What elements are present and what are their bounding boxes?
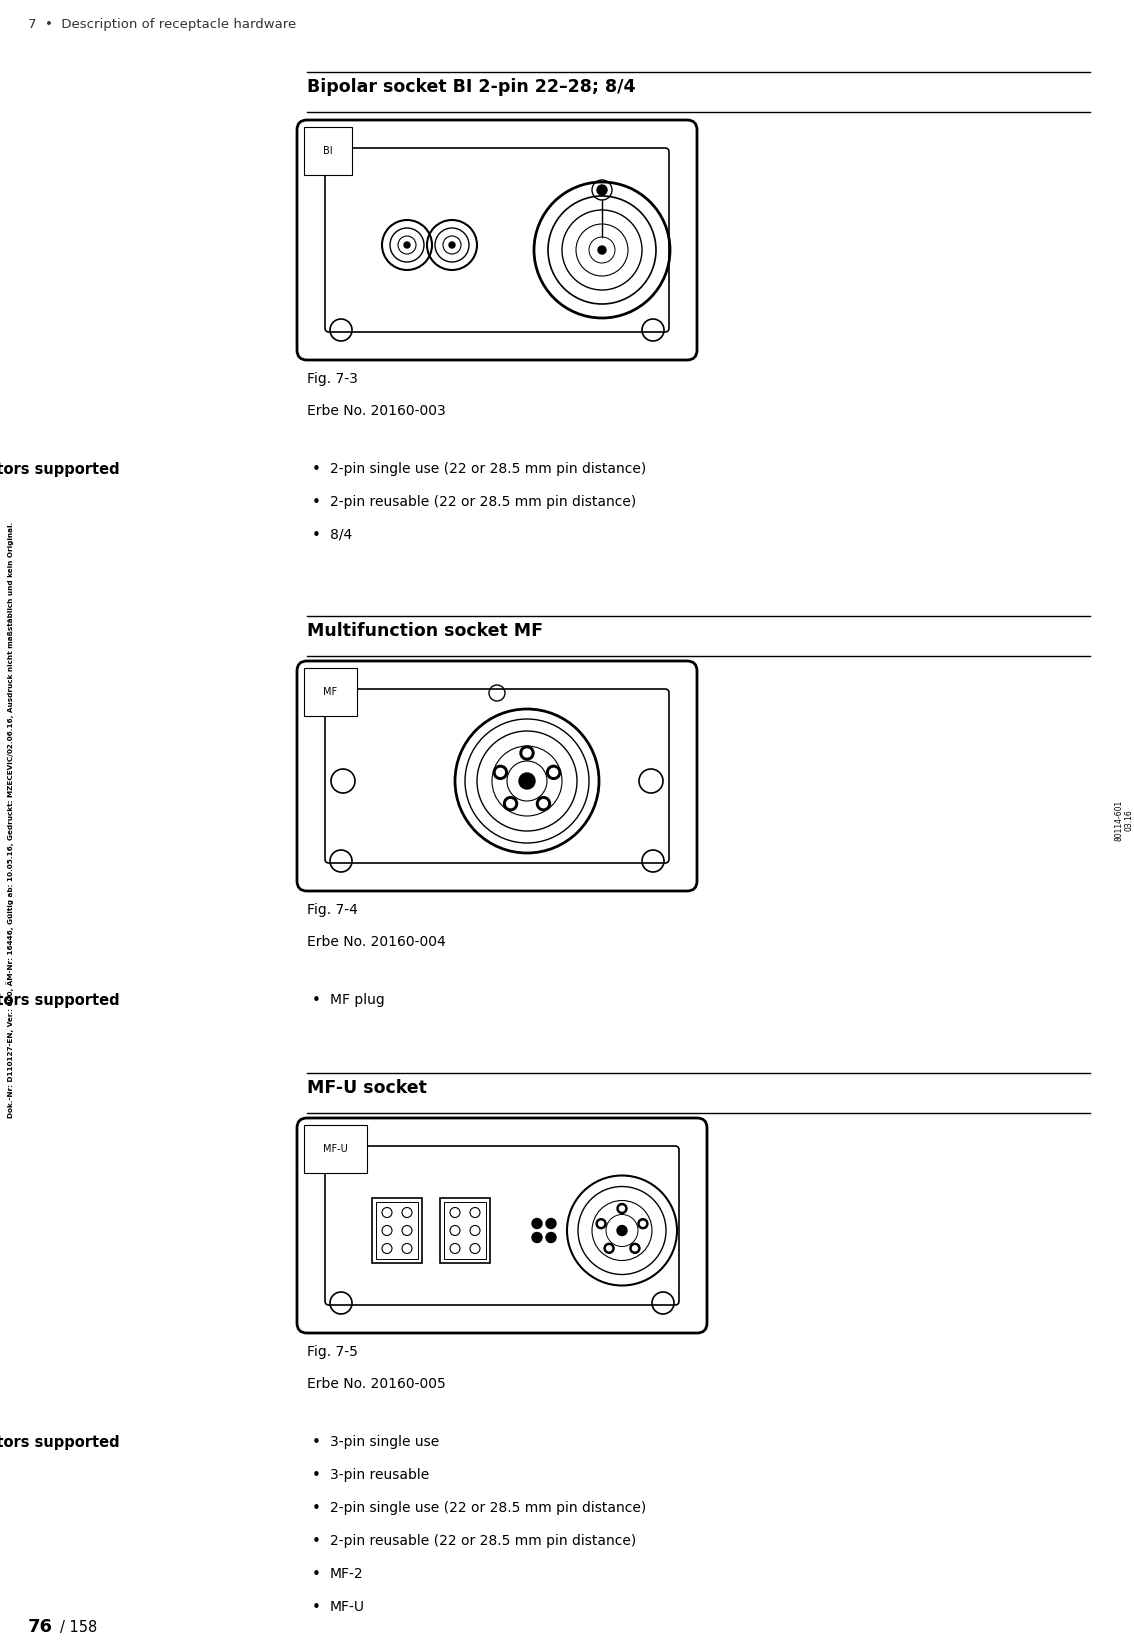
- Text: •: •: [312, 1502, 321, 1516]
- Text: •: •: [312, 1434, 321, 1451]
- Text: 2-pin reusable (22 or 28.5 mm pin distance): 2-pin reusable (22 or 28.5 mm pin distan…: [330, 1535, 636, 1548]
- Text: Fig. 7-3: Fig. 7-3: [307, 371, 358, 386]
- Circle shape: [540, 800, 548, 808]
- Circle shape: [507, 800, 515, 808]
- Text: •: •: [312, 1535, 321, 1549]
- Text: Fig. 7-5: Fig. 7-5: [307, 1346, 358, 1359]
- Circle shape: [547, 766, 560, 779]
- Text: Fig. 7-4: Fig. 7-4: [307, 904, 358, 917]
- Circle shape: [596, 1219, 606, 1229]
- Circle shape: [545, 1232, 556, 1242]
- Text: 3-pin reusable: 3-pin reusable: [330, 1467, 430, 1482]
- Circle shape: [532, 1232, 542, 1242]
- Text: 2-pin single use (22 or 28.5 mm pin distance): 2-pin single use (22 or 28.5 mm pin dist…: [330, 1502, 646, 1515]
- FancyBboxPatch shape: [325, 148, 669, 332]
- Circle shape: [536, 797, 550, 810]
- Bar: [376, 1203, 418, 1259]
- Circle shape: [532, 1219, 542, 1229]
- Text: Bipolar socket BI 2-pin 22–28; 8/4: Bipolar socket BI 2-pin 22–28; 8/4: [307, 77, 635, 95]
- FancyBboxPatch shape: [297, 660, 697, 891]
- Circle shape: [521, 746, 534, 761]
- Text: 3-pin single use: 3-pin single use: [330, 1434, 439, 1449]
- Circle shape: [449, 242, 455, 248]
- FancyBboxPatch shape: [297, 120, 697, 360]
- FancyBboxPatch shape: [325, 1147, 679, 1305]
- Text: •: •: [312, 992, 321, 1009]
- Text: •: •: [312, 495, 321, 509]
- Text: BI: BI: [323, 146, 332, 156]
- Text: •: •: [312, 462, 321, 476]
- Circle shape: [629, 1244, 640, 1254]
- Text: 76: 76: [28, 1618, 53, 1636]
- Text: MF: MF: [323, 687, 337, 697]
- Circle shape: [519, 772, 535, 789]
- Text: •: •: [312, 1467, 321, 1484]
- Circle shape: [545, 1219, 556, 1229]
- Text: MF-U: MF-U: [323, 1144, 348, 1153]
- Circle shape: [617, 1204, 627, 1214]
- FancyBboxPatch shape: [325, 688, 669, 863]
- Circle shape: [404, 242, 411, 248]
- Text: Multifunction socket MF: Multifunction socket MF: [307, 623, 543, 641]
- Circle shape: [596, 186, 607, 196]
- Text: 80114-601
03.16: 80114-601 03.16: [1115, 800, 1134, 841]
- Text: Connectors supported: Connectors supported: [0, 992, 120, 1009]
- Text: MF-U: MF-U: [330, 1600, 365, 1613]
- Text: Erbe No. 20160-004: Erbe No. 20160-004: [307, 935, 446, 950]
- FancyBboxPatch shape: [297, 1117, 706, 1332]
- Circle shape: [638, 1219, 648, 1229]
- Text: 7  •  Description of receptacle hardware: 7 • Description of receptacle hardware: [28, 18, 296, 31]
- Text: 8/4: 8/4: [330, 527, 353, 542]
- Text: MF-2: MF-2: [330, 1567, 364, 1581]
- Circle shape: [633, 1245, 637, 1250]
- Text: 2-pin reusable (22 or 28.5 mm pin distance): 2-pin reusable (22 or 28.5 mm pin distan…: [330, 495, 636, 509]
- Bar: [372, 1198, 422, 1263]
- Bar: [445, 1203, 486, 1259]
- Text: 2-pin single use (22 or 28.5 mm pin distance): 2-pin single use (22 or 28.5 mm pin dist…: [330, 462, 646, 476]
- Circle shape: [619, 1206, 625, 1211]
- Circle shape: [497, 769, 505, 777]
- Text: Erbe No. 20160-005: Erbe No. 20160-005: [307, 1377, 446, 1392]
- Text: Connectors supported: Connectors supported: [0, 462, 120, 476]
- Text: •: •: [312, 527, 321, 542]
- Circle shape: [599, 1221, 603, 1226]
- Circle shape: [617, 1226, 627, 1236]
- Bar: [440, 1198, 490, 1263]
- Text: MF-U socket: MF-U socket: [307, 1079, 426, 1098]
- Circle shape: [641, 1221, 645, 1226]
- Text: •: •: [312, 1567, 321, 1582]
- Circle shape: [598, 246, 606, 255]
- Text: Dok.-Nr: D110127-EN, Ver.: 000, ÄM-Nr: 16446, Gültig ab: 10.05.16, Gedruckt: MZE: Dok.-Nr: D110127-EN, Ver.: 000, ÄM-Nr: 1…: [6, 522, 14, 1119]
- Circle shape: [523, 749, 531, 757]
- Text: •: •: [312, 1600, 321, 1615]
- Circle shape: [503, 797, 517, 810]
- Circle shape: [604, 1244, 615, 1254]
- Circle shape: [607, 1245, 611, 1250]
- Circle shape: [493, 766, 507, 779]
- Text: Connectors supported: Connectors supported: [0, 1434, 120, 1451]
- Text: / 158: / 158: [60, 1620, 98, 1635]
- Text: Erbe No. 20160-003: Erbe No. 20160-003: [307, 404, 446, 417]
- Text: MF plug: MF plug: [330, 992, 384, 1007]
- Circle shape: [550, 769, 558, 777]
